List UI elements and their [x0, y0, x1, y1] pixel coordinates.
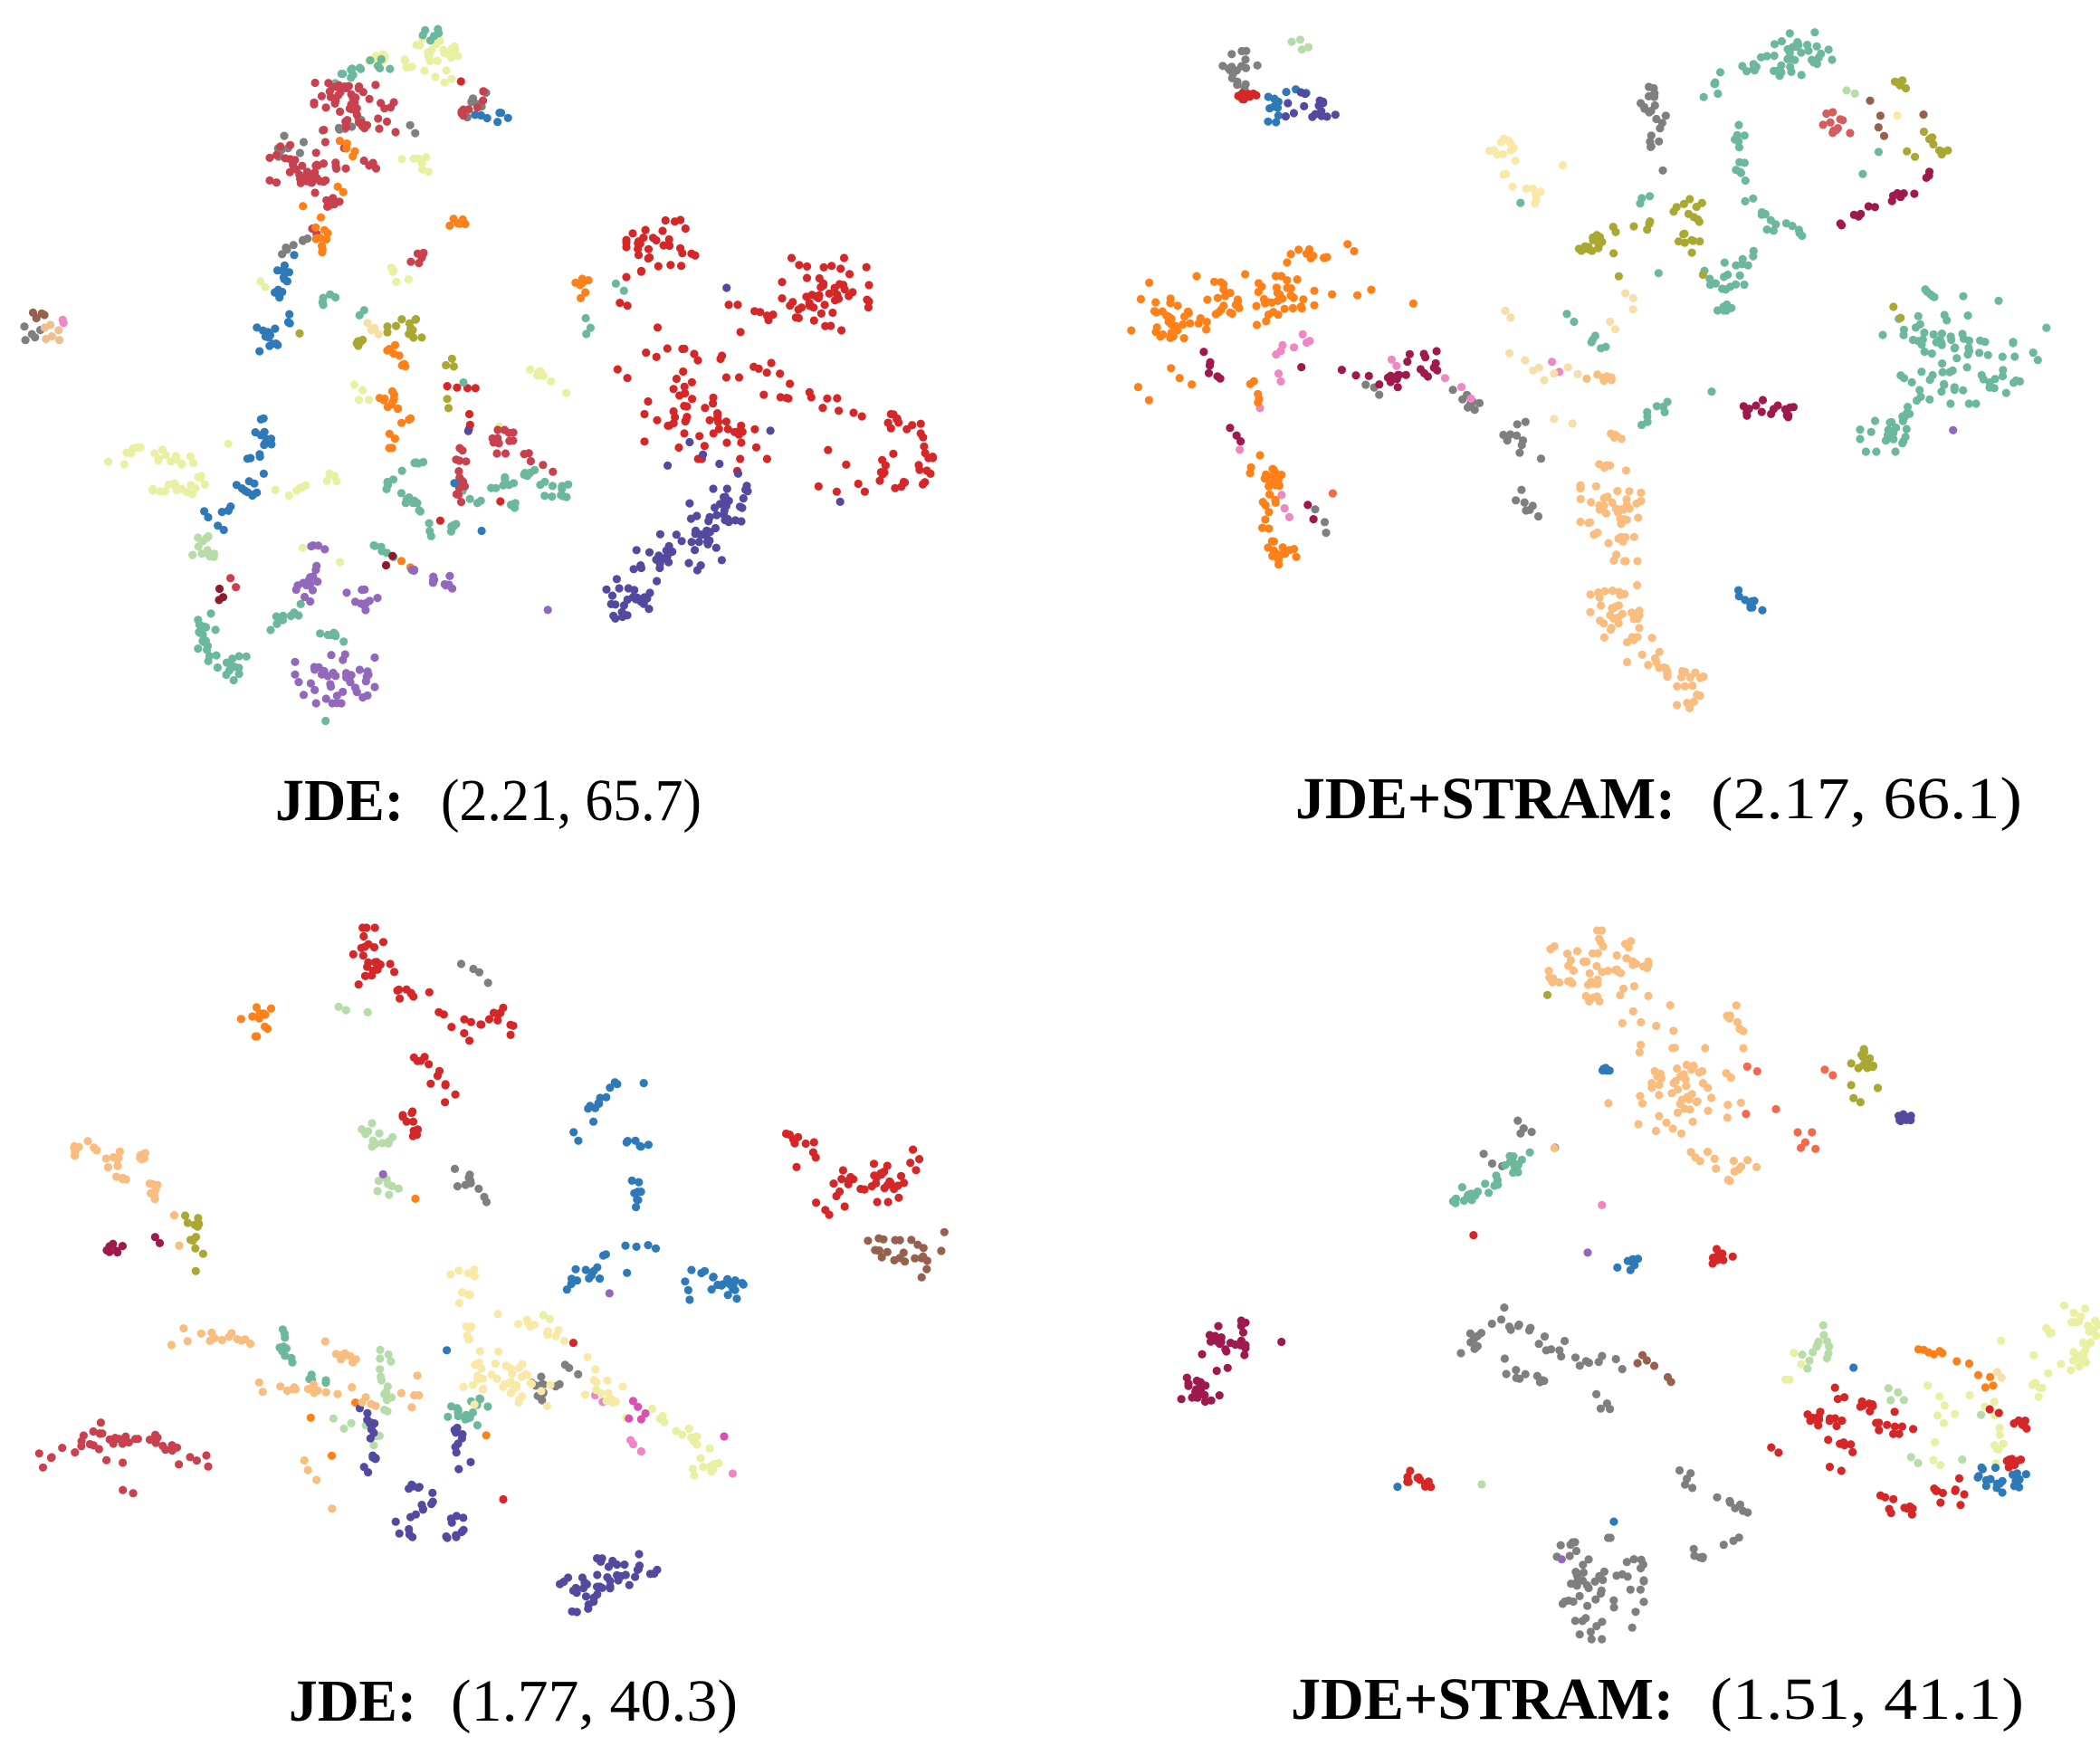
svg-text:(1.77, 40.3): (1.77, 40.3) [451, 1668, 738, 1734]
svg-text:(2.21, 65.7): (2.21, 65.7) [441, 768, 702, 834]
svg-text:JDE:: JDE: [275, 768, 404, 834]
svg-text:JDE+STRAM:: JDE+STRAM: [1295, 766, 1675, 832]
svg-text:(2.17, 66.1): (2.17, 66.1) [1711, 766, 2022, 832]
svg-text:(1.51, 41.1): (1.51, 41.1) [1710, 1666, 2024, 1732]
svg-text:JDE:: JDE: [289, 1668, 416, 1734]
svg-text:JDE+STRAM:: JDE+STRAM: [1291, 1666, 1674, 1732]
